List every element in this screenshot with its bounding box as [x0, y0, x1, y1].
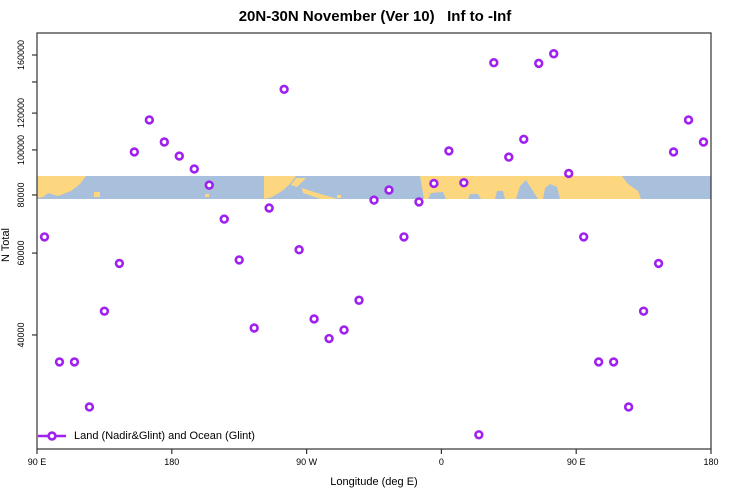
- data-point: [429, 178, 439, 189]
- data-point: [144, 115, 155, 125]
- data-point: [668, 147, 679, 157]
- x-tick-label: 0: [438, 457, 444, 467]
- map-strip-land: [205, 194, 209, 197]
- data-point: [84, 402, 95, 412]
- data-point: [309, 314, 319, 324]
- x-tick-label: 90 E: [566, 457, 586, 467]
- data-point: [593, 357, 604, 367]
- data-point: [623, 402, 634, 412]
- map-strip-land: [302, 188, 337, 199]
- data-point: [249, 323, 259, 333]
- map-strip-land: [420, 176, 641, 199]
- data-point: [174, 151, 184, 161]
- plot-box: [36, 32, 712, 450]
- data-point: [414, 197, 424, 207]
- map-strip-land: [94, 192, 100, 197]
- data-point: [264, 203, 274, 213]
- x-axis-title: Longitude (deg E): [330, 476, 418, 488]
- chart-title: 20N-30N November (Ver 10) Inf to -Inf: [238, 8, 512, 25]
- data-point: [39, 232, 50, 242]
- data-point: [564, 168, 574, 179]
- data-point: [399, 232, 409, 242]
- y-tick-label: 40000: [16, 322, 26, 348]
- map-strip-land: [291, 178, 306, 187]
- x-tick-label: 90 E: [27, 457, 47, 467]
- legend-label: Land (Nadir&Glint) and Ocean (Glint): [74, 430, 255, 442]
- data-point: [159, 137, 170, 147]
- legend-marker: [47, 431, 57, 441]
- data-point: [294, 245, 304, 255]
- data-point: [69, 357, 80, 367]
- data-point: [474, 430, 484, 440]
- y-tick-label: 160000: [16, 39, 26, 71]
- map-strip-land: [337, 195, 341, 198]
- y-axis-title: N Total: [0, 227, 12, 263]
- data-point: [99, 306, 110, 316]
- data-point: [114, 258, 125, 269]
- data-point: [234, 255, 244, 265]
- data-point: [444, 146, 454, 156]
- data-point: [459, 178, 469, 188]
- map-strip-land: [264, 176, 296, 199]
- data-point: [339, 325, 349, 335]
- data-point: [204, 180, 214, 190]
- data-point: [698, 137, 709, 147]
- data-point: [519, 134, 529, 144]
- data-point: [189, 164, 199, 174]
- data-point: [219, 214, 229, 224]
- data-point: [578, 232, 589, 242]
- data-point: [279, 84, 289, 95]
- data-point: [354, 295, 364, 305]
- data-point: [608, 357, 619, 367]
- data-point: [54, 357, 65, 367]
- data-point: [504, 152, 514, 162]
- data-point: [324, 333, 334, 344]
- x-tick-label: 180: [703, 457, 719, 467]
- y-tick-label: 60000: [16, 240, 26, 266]
- data-point: [489, 58, 499, 68]
- data-point: [369, 195, 379, 205]
- data-point: [549, 49, 559, 59]
- y-tick-label: 80000: [16, 182, 26, 208]
- data-point: [384, 185, 394, 195]
- data-point: [638, 306, 649, 316]
- map-strip-land: [37, 176, 86, 198]
- data-point: [129, 147, 140, 157]
- x-tick-label: 90 W: [296, 457, 318, 467]
- y-tick-label: 120000: [16, 98, 26, 129]
- y-tick-label: 100000: [16, 134, 26, 165]
- data-point: [683, 115, 694, 125]
- data-point: [534, 58, 544, 69]
- data-point: [653, 258, 664, 269]
- x-tick-label: 180: [164, 457, 180, 467]
